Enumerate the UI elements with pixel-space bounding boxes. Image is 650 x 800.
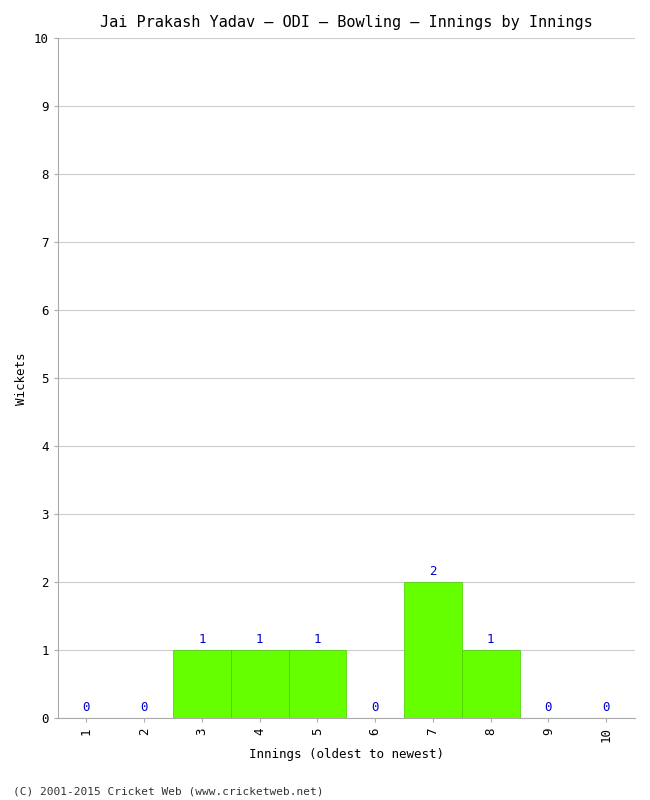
Text: 1: 1 — [314, 634, 321, 646]
Bar — [173, 650, 231, 718]
Bar — [462, 650, 519, 718]
Text: 0: 0 — [83, 702, 90, 714]
Text: 1: 1 — [198, 634, 205, 646]
Text: 0: 0 — [545, 702, 552, 714]
Text: (C) 2001-2015 Cricket Web (www.cricketweb.net): (C) 2001-2015 Cricket Web (www.cricketwe… — [13, 786, 324, 796]
Text: 0: 0 — [371, 702, 379, 714]
Text: 0: 0 — [603, 702, 610, 714]
Bar — [231, 650, 289, 718]
Title: Jai Prakash Yadav – ODI – Bowling – Innings by Innings: Jai Prakash Yadav – ODI – Bowling – Inni… — [100, 15, 593, 30]
Text: 0: 0 — [140, 702, 148, 714]
X-axis label: Innings (oldest to newest): Innings (oldest to newest) — [249, 748, 444, 761]
Bar — [289, 650, 346, 718]
Text: 2: 2 — [429, 566, 437, 578]
Bar — [404, 582, 462, 718]
Text: 1: 1 — [256, 634, 263, 646]
Text: 1: 1 — [487, 634, 495, 646]
Y-axis label: Wickets: Wickets — [15, 352, 28, 405]
